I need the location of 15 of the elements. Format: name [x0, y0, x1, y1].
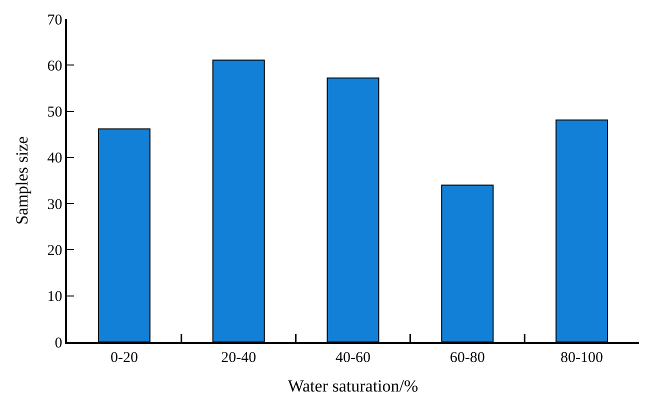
y-tick-label: 0 [54, 335, 62, 352]
y-tick-label: 70 [47, 12, 62, 28]
y-tick-label: 30 [47, 196, 62, 213]
y-tick-label: 10 [47, 289, 62, 306]
x-tick-label: 40-60 [336, 350, 370, 366]
y-axis-title: Samples size [12, 136, 32, 225]
x-tick-label: 60-80 [450, 350, 485, 366]
x-tick-label: 80-100 [560, 350, 604, 366]
x-axis-title: Water saturation/% [288, 376, 418, 396]
x-tick-label: 20-40 [221, 350, 256, 366]
y-tick-label: 40 [47, 150, 62, 167]
y-tick-label: 20 [47, 242, 62, 259]
y-tick-label: 50 [47, 104, 62, 121]
x-tick-label: 0-20 [110, 350, 138, 366]
y-tick-label: 60 [47, 58, 62, 74]
